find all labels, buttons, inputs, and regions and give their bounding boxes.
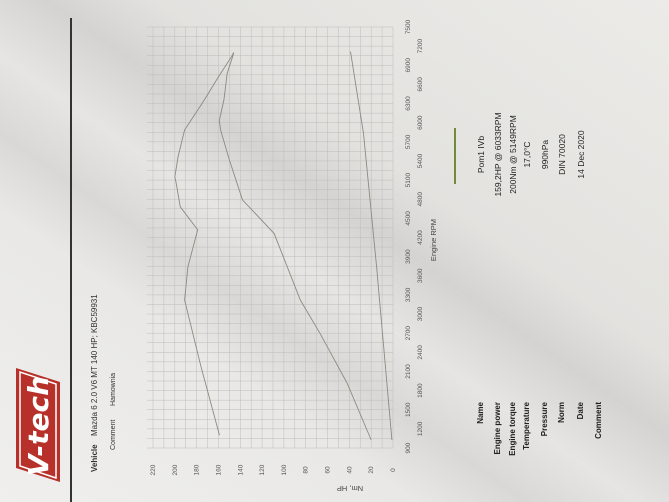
vtech-logo: V-tech xyxy=(16,368,60,482)
x-tick-label: 1500 xyxy=(405,402,412,417)
info-label: Pressure xyxy=(540,402,549,437)
info-label: Name xyxy=(476,402,485,424)
info-label: Temperature xyxy=(522,402,531,450)
series-line xyxy=(174,52,235,436)
y-tick-labels: 0 20 40 60 80 100 120 140 160 180 200 220 xyxy=(150,464,397,475)
info-label: Comment xyxy=(594,402,603,439)
x-tick-label: 6300 xyxy=(405,96,412,111)
x-tick-label: 5400 xyxy=(417,153,424,168)
y-tick-label: 100 xyxy=(281,464,288,475)
info-label: Norm xyxy=(557,402,566,423)
x-tick-label: 4500 xyxy=(405,211,412,226)
x-tick-label: 3000 xyxy=(417,306,424,321)
series-line xyxy=(218,52,372,441)
x-tick-label: 5700 xyxy=(405,134,412,149)
info-value: DIN 70020 xyxy=(557,134,567,175)
svg-text:V-tech: V-tech xyxy=(22,376,55,476)
y-tick-label: 60 xyxy=(325,466,332,474)
x-tick-label: 5100 xyxy=(405,172,412,187)
info-label: Engine torque xyxy=(508,402,517,456)
x-tick-label: 2400 xyxy=(417,345,424,360)
x-tick-label: 7200 xyxy=(417,39,424,54)
info-value: 990hPa xyxy=(540,139,550,170)
x-tick-label: 900 xyxy=(405,442,412,453)
info-label: Date xyxy=(576,402,585,420)
y-tick-label: 160 xyxy=(215,464,222,475)
x-tick-label: 1800 xyxy=(417,383,424,398)
legend-swatch xyxy=(454,128,456,184)
x-tick-label: 4200 xyxy=(417,230,424,245)
info-value: 14 Dec 2020 xyxy=(576,130,586,179)
x-tick-label: 6000 xyxy=(417,115,424,130)
info-value: 17,0°C xyxy=(522,141,532,168)
series-line xyxy=(350,51,393,441)
x-tick-label: 1200 xyxy=(417,421,424,436)
info-value: 159,2HP @ 6033RPM xyxy=(493,112,503,197)
y-tick-label: 0 xyxy=(390,468,397,472)
y-tick-label: 80 xyxy=(303,466,310,474)
chart-series xyxy=(174,51,393,441)
x-tick-label: 6600 xyxy=(417,77,424,92)
y-tick-label: 40 xyxy=(346,466,353,474)
x-tick-label: 3300 xyxy=(405,287,412,302)
x-tick-label: 2100 xyxy=(405,364,412,379)
info-value: Pom1 IVb xyxy=(476,135,486,174)
x-tick-label: 3600 xyxy=(417,268,424,283)
chart-grid xyxy=(147,26,394,449)
info-value: 200Nm @ 5149RPM xyxy=(508,115,518,194)
y-tick-label: 20 xyxy=(368,466,375,474)
x-tick-label: 3900 xyxy=(405,249,412,264)
x-tick-label: 6900 xyxy=(405,58,412,73)
x-tick-label: 4800 xyxy=(417,192,424,207)
x-axis-label: Engine RPM xyxy=(429,219,438,261)
x-tick-label: 2700 xyxy=(405,326,412,341)
y-tick-label: 180 xyxy=(194,464,201,475)
y-tick-label: 220 xyxy=(150,464,157,475)
y-tick-label: 140 xyxy=(237,464,244,475)
x-tick-label: 7500 xyxy=(405,19,412,34)
y-axis-label: Nm, HP xyxy=(337,484,363,493)
x-tick-labels: 900 1200 1500 1800 2100 2400 2700 3000 3300 3600 3… xyxy=(405,19,424,453)
y-tick-label: 200 xyxy=(172,464,179,475)
info-label: Engine power xyxy=(493,402,502,455)
y-tick-label: 120 xyxy=(259,464,266,475)
